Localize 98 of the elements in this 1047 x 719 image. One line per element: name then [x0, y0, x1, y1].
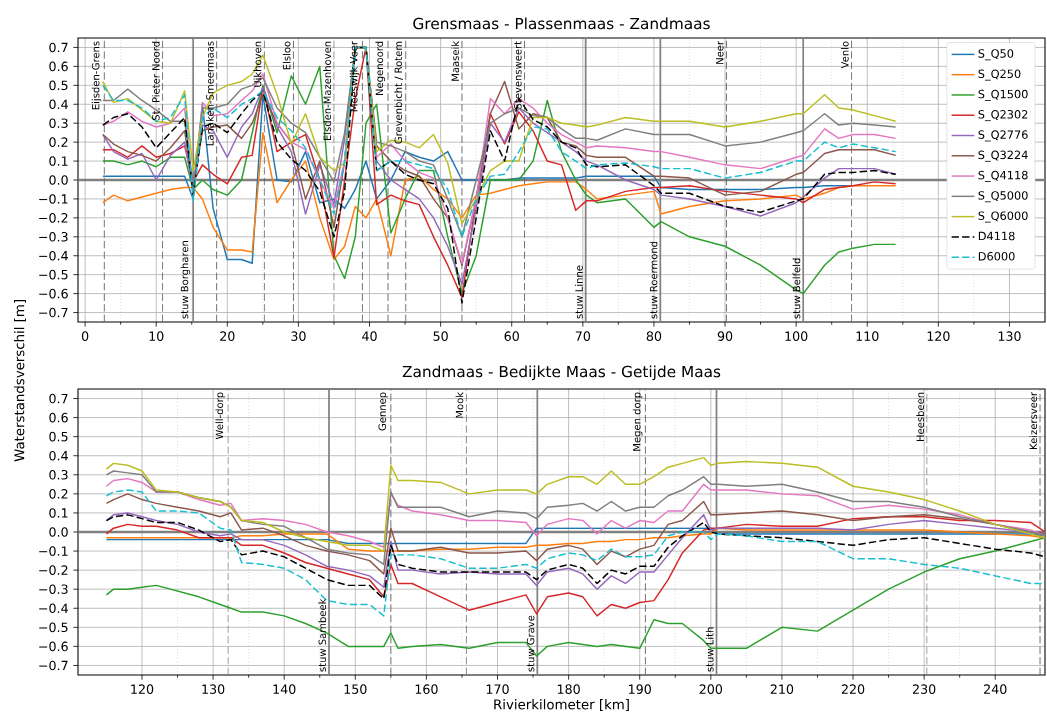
y-axis-title: Waterstandsverschil [m] [14, 300, 26, 462]
x-tick-label: 60 [504, 331, 519, 341]
y-tick-label: 0.5 [49, 431, 68, 442]
legend-label: S_Q6000 [978, 211, 1028, 223]
y-tick-label: −0.5 [39, 622, 68, 633]
x-tick-label: 160 [415, 684, 438, 694]
legend-label: S_Q3224 [978, 150, 1028, 162]
ref-line-label: stuw Lith [705, 627, 714, 672]
x-tick-label: 180 [557, 684, 580, 694]
x-tick-label: 10 [149, 331, 164, 341]
y-tick-label: −0.1 [39, 194, 68, 204]
ref-line-label: Elsloo [282, 41, 291, 70]
x-tick-label: 220 [841, 684, 865, 694]
y-tick-label: 0.1 [49, 508, 68, 518]
x-tick-label: 90 [717, 331, 733, 341]
x-axis-title: Rivierkilometer [km] [494, 699, 629, 711]
ref-line-label: Mook [455, 391, 464, 418]
x-tick-label: 140 [273, 684, 296, 694]
y-tick-label: 0.2 [49, 137, 68, 147]
ref-line-label: Maaseik [451, 40, 460, 81]
ref-line-label: Uikhoven [253, 41, 262, 87]
chart-title: Grensmaas - Plassenmaas - Zandmaas [413, 17, 710, 30]
y-tick-label: −0.3 [39, 232, 68, 242]
y-tick-label: −0.6 [39, 641, 68, 652]
ref-line-label: stuw Borgharen [180, 240, 191, 319]
ref-line-label: stuw Belfeld [792, 258, 801, 319]
y-tick-label: 0.0 [49, 527, 68, 537]
ref-line-label: Lanaken-Smeermaas [205, 41, 214, 146]
ref-line-label: Venlo [840, 41, 849, 69]
ref-line-label: Elsden-Mazenhoven [323, 41, 332, 141]
y-tick-label: 0.6 [49, 412, 68, 423]
x-tick-label: 240 [984, 684, 1007, 694]
x-tick-label: 110 [856, 331, 879, 341]
ref-line-label: stuw Sambeek [318, 598, 327, 672]
x-tick-label: 130 [202, 684, 225, 694]
legend-label: S_Q50 [978, 49, 1014, 61]
ref-line-label: Megen dorp [632, 392, 643, 451]
legend-label: S_Q4118 [978, 170, 1028, 182]
x-tick-label: 80 [646, 331, 662, 341]
legend-label: S_Q2776 [978, 130, 1028, 142]
legend-label: S_Q2302 [978, 110, 1028, 122]
y-tick-label: −0.5 [39, 269, 68, 280]
y-tick-label: −0.3 [39, 584, 68, 594]
x-tick-label: 0 [81, 331, 89, 341]
y-tick-label: −0.7 [39, 660, 68, 671]
x-tick-label: 170 [486, 684, 509, 694]
legend-label: S_Q250 [978, 69, 1021, 81]
y-tick-label: 0.4 [49, 450, 68, 461]
y-tick-label: 0.7 [49, 393, 68, 404]
x-tick-label: 200 [699, 684, 723, 694]
y-tick-label: 0.3 [49, 469, 68, 480]
y-tick-label: 0.0 [49, 175, 68, 185]
ref-line-label: Negenoord [375, 41, 386, 95]
x-tick-label: 210 [770, 684, 794, 694]
y-tick-label: 0.5 [49, 80, 68, 91]
y-tick-label: −0.6 [39, 288, 68, 299]
x-tick-label: 130 [998, 331, 1021, 341]
x-tick-label: 70 [575, 331, 591, 341]
ref-line-label: Grevenbicht / Rotem [394, 41, 403, 144]
y-tick-label: 0.3 [49, 118, 68, 128]
ref-line-label: Neer [716, 40, 724, 64]
ref-line-label: Gennep [378, 392, 388, 431]
ref-line-label: Heesbeen [916, 392, 925, 441]
legend-label: S_Q5000 [978, 191, 1028, 203]
x-tick-label: 150 [344, 684, 367, 694]
x-tick-label: 120 [131, 684, 154, 694]
y-tick-label: −0.4 [39, 250, 68, 261]
y-tick-label: −0.2 [39, 565, 68, 575]
ref-line-label: St. Pieter Noord [151, 41, 160, 121]
x-tick-label: 190 [629, 684, 651, 694]
x-tick-label: 30 [291, 331, 306, 341]
legend-label: D4118 [978, 231, 1015, 241]
y-tick-label: −0.2 [39, 213, 68, 223]
x-tick-label: 120 [927, 331, 950, 341]
x-tick-label: 50 [433, 331, 448, 341]
x-tick-label: 40 [362, 331, 377, 341]
y-tick-label: 0.6 [49, 61, 68, 72]
legend-label: D6000 [978, 251, 1015, 261]
ref-line-label: Keizersveer [1029, 391, 1038, 449]
y-tick-label: −0.7 [39, 307, 68, 318]
ref-line-label: Stevensweert [514, 41, 522, 109]
y-tick-label: 0.2 [49, 489, 68, 499]
y-tick-label: 0.4 [49, 99, 68, 110]
y-tick-label: 0.7 [49, 42, 68, 53]
y-tick-label: −0.4 [39, 603, 68, 614]
ref-line-label: stuw Grave [526, 615, 535, 672]
ref-line-label: stuw Roermond [649, 241, 658, 319]
x-tick-label: 100 [785, 331, 808, 341]
chart-title: Zandmaas - Bedijkte Maas - Getijde Maas [402, 365, 721, 381]
ref-line-label: stuw Linne [575, 265, 583, 319]
legend-label: S_Q1500 [978, 89, 1028, 101]
ref-line-label: Meeswijk Veer [349, 40, 360, 112]
x-tick-label: 20 [220, 331, 235, 341]
ref-line-label: Well-dorp [215, 392, 226, 440]
y-tick-label: 0.1 [49, 156, 68, 166]
y-tick-label: −0.1 [39, 546, 68, 556]
ref-line-label: Eijsden-Grens [91, 41, 102, 110]
x-tick-label: 230 [912, 684, 936, 694]
